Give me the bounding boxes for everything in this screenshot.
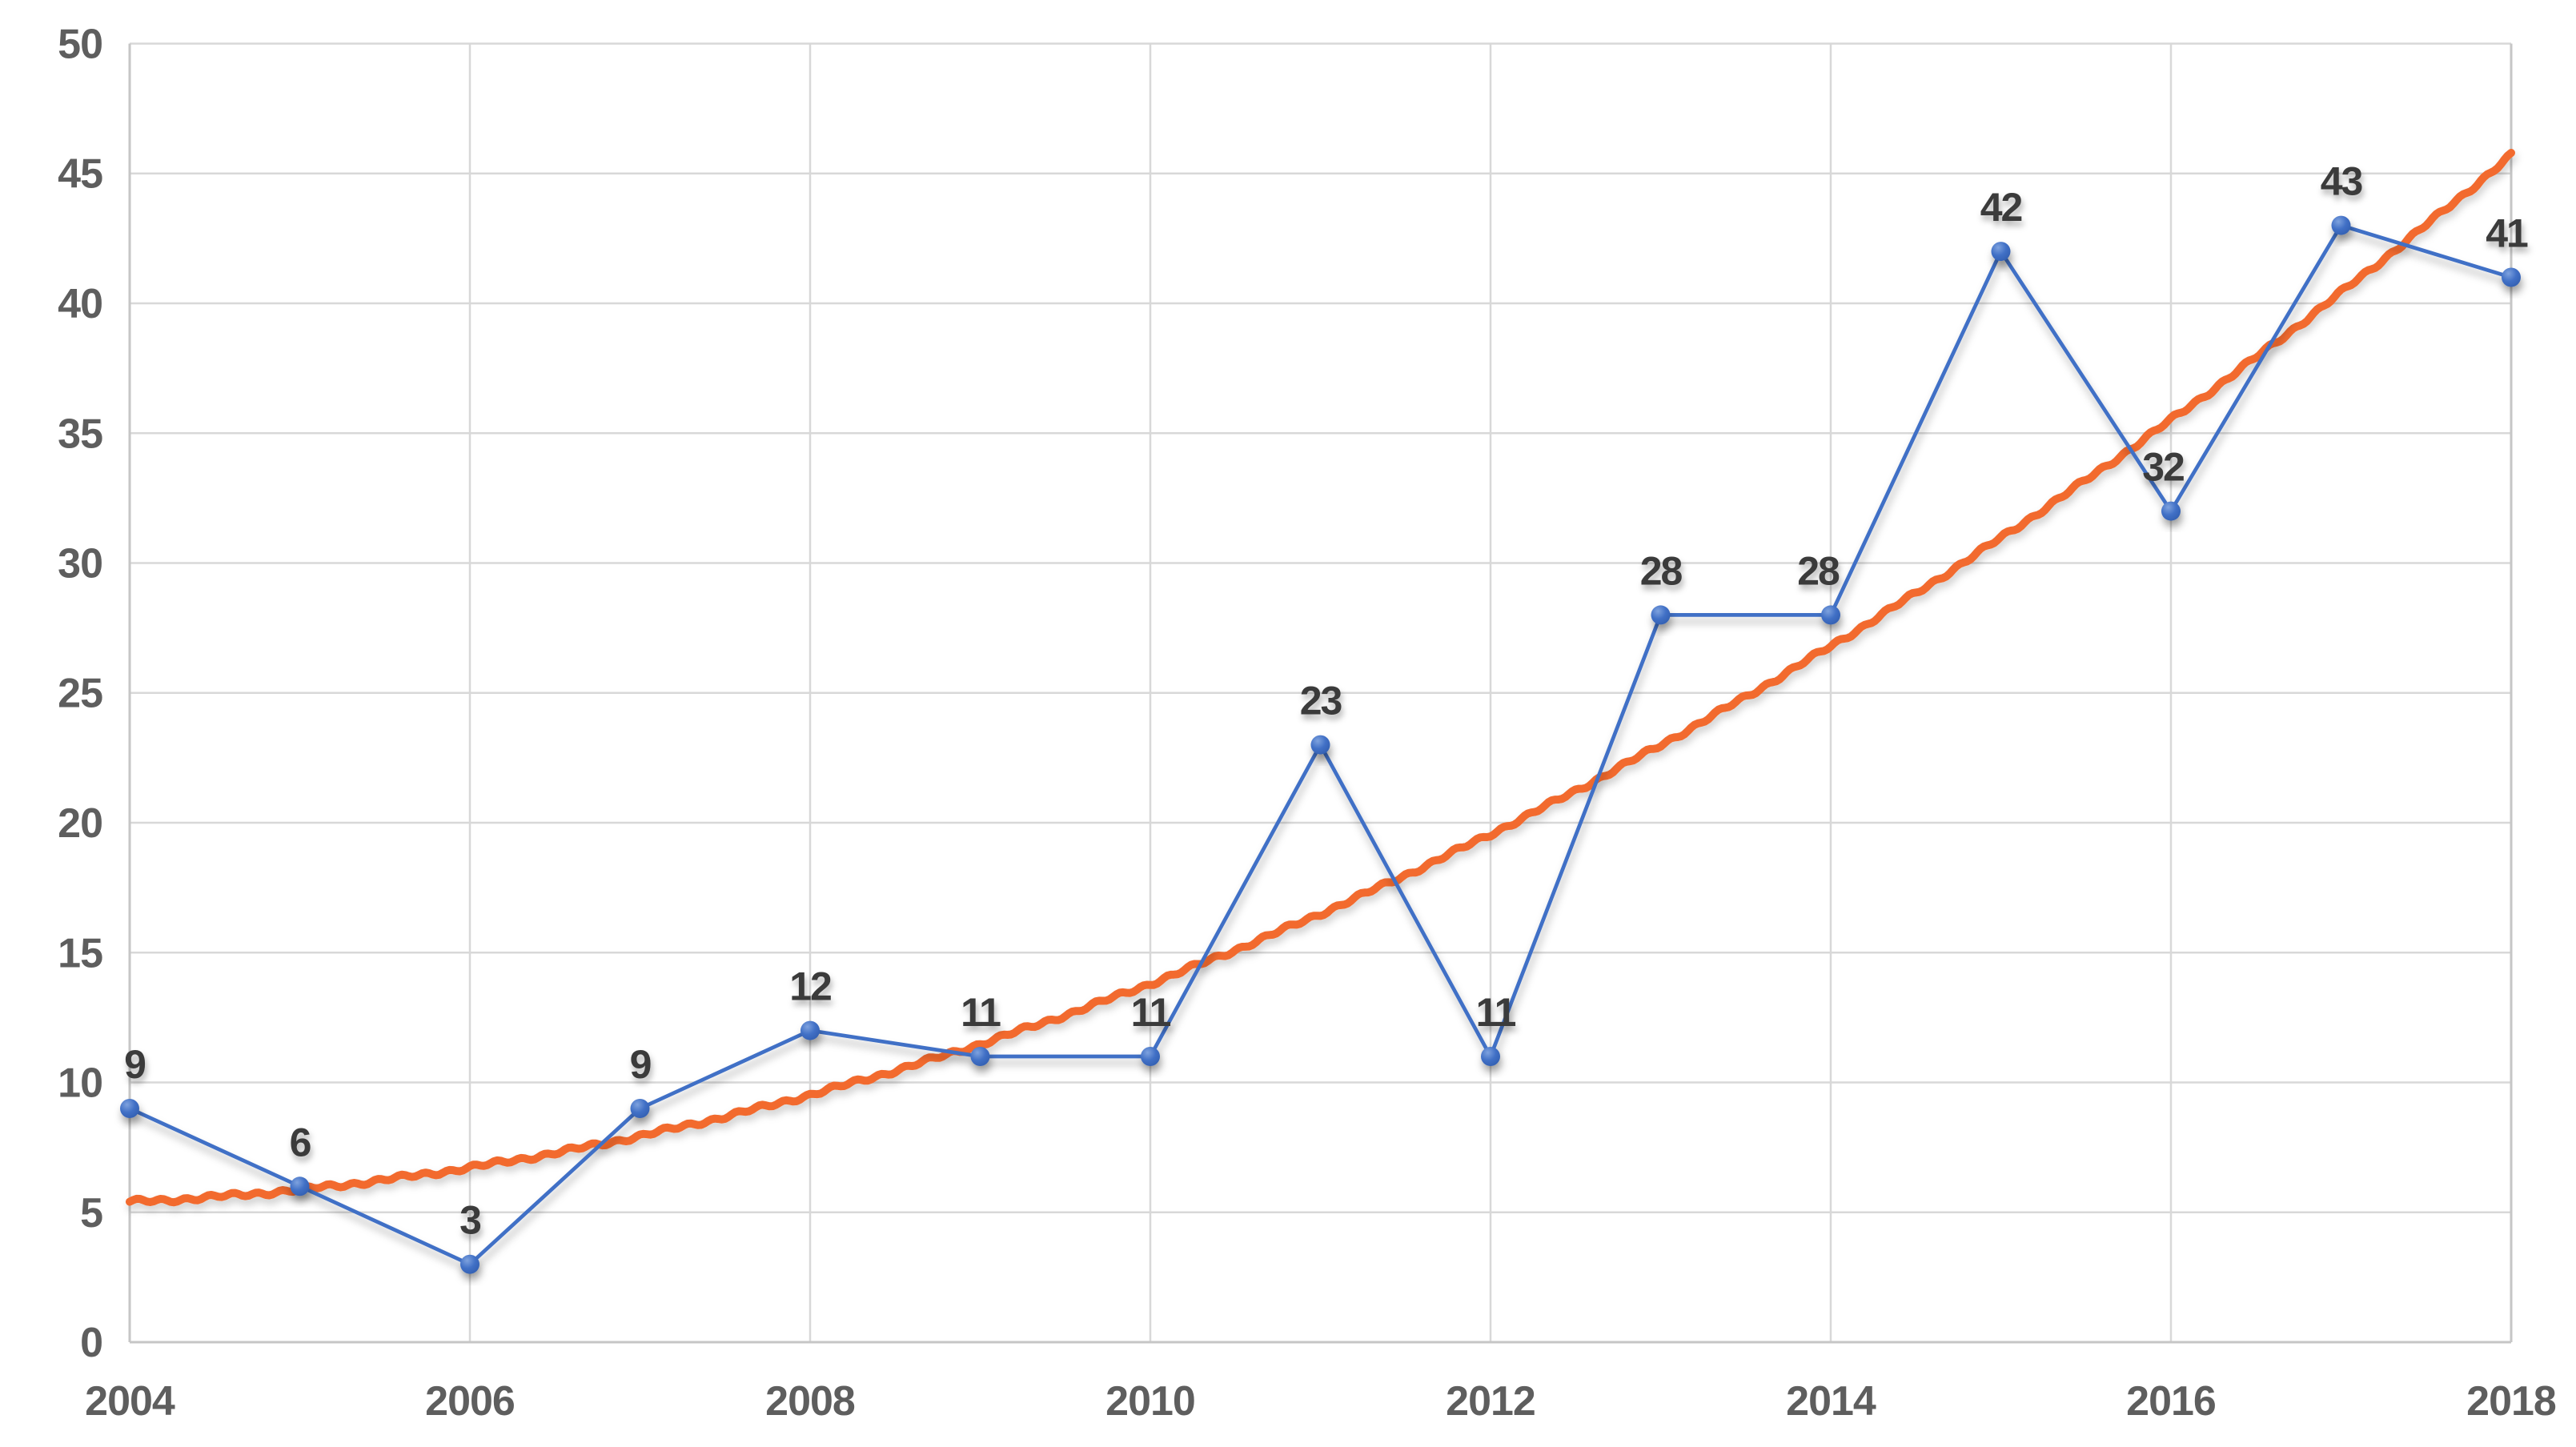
x-axis-tick-label: 2012 [1446,1378,1535,1425]
y-axis-tick-label: 15 [58,930,102,976]
data-point-marker [1141,1047,1160,1066]
y-axis-ticks-group: 0 5 10 15 20 25 30 35 40 45 50 [58,22,103,1367]
markers-group [120,215,2521,1274]
data-point-marker [2161,501,2181,521]
data-label: 41 [2486,211,2528,256]
data-label: 11 [1476,990,1516,1035]
y-axis-tick-label: 0 [80,1320,102,1366]
data-label: 9 [124,1042,145,1087]
data-point-marker [1651,605,1671,625]
x-axis-tick-label: 2018 [2466,1378,2556,1425]
data-point-marker [1481,1047,1500,1066]
x-axis-tick-label: 2006 [425,1378,515,1425]
data-label: 43 [2321,159,2362,204]
data-label: 28 [1640,548,1683,593]
data-label: 32 [2142,445,2184,490]
y-axis-tick-label: 30 [58,541,102,587]
data-label: 23 [1300,679,1342,724]
data-label: 6 [290,1120,311,1164]
data-point-marker [970,1047,990,1066]
data-label: 3 [459,1198,480,1243]
y-axis-tick-label: 5 [80,1190,102,1237]
y-axis-tick-label: 20 [58,800,102,847]
data-label: 11 [961,990,1001,1035]
gridlines-group [130,42,2511,1342]
data-point-marker [290,1176,310,1196]
y-axis-tick-label: 45 [58,151,102,198]
data-point-marker [630,1099,650,1118]
data-point-marker [2502,267,2521,287]
data-label: 9 [630,1042,651,1087]
trendline [126,149,2515,1207]
data-label: 42 [1980,185,2022,230]
data-label: 12 [789,964,831,1009]
data-point-marker [1821,605,1840,625]
x-axis-tick-label: 2004 [85,1378,175,1425]
y-axis-tick-label: 10 [58,1060,102,1107]
y-axis-tick-label: 35 [58,411,102,457]
x-axis-tick-label: 2010 [1105,1378,1195,1425]
x-axis-tick-label: 2016 [2126,1378,2216,1425]
y-axis-tick-label: 25 [58,671,102,717]
x-axis-ticks-group: 2004 2006 2008 2010 2012 2014 2016 2018 [85,1378,2557,1425]
plot-border-group [128,43,2513,1344]
data-label: 28 [1797,548,1840,593]
data-point-marker [1310,735,1330,755]
data-point-marker [460,1254,479,1274]
trendline-group [126,149,2515,1207]
data-point-marker [120,1099,139,1118]
data-point-marker [800,1020,820,1040]
data-labels-group: 9 6 3 9 12 11 11 23 11 28 28 42 32 43 41 [124,159,2530,1243]
data-point-marker [2331,215,2351,235]
data-point-marker [1991,242,2011,262]
data-label: 11 [1131,990,1171,1035]
x-axis-tick-label: 2014 [1786,1378,1876,1425]
y-axis-tick-label: 50 [58,22,102,68]
y-axis-tick-label: 40 [58,281,102,327]
x-axis-tick-label: 2008 [765,1378,855,1425]
